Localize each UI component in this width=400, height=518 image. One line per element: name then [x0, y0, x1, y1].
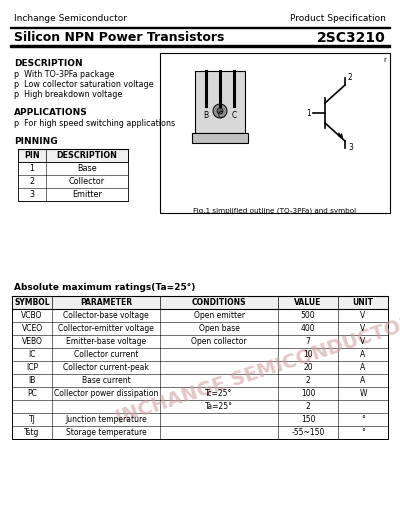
- Text: DESCRIPTION: DESCRIPTION: [56, 151, 118, 160]
- Text: °: °: [361, 428, 365, 437]
- Text: 150: 150: [301, 415, 315, 424]
- Text: Base current: Base current: [82, 376, 130, 385]
- Text: 10: 10: [303, 350, 313, 359]
- Text: Absolute maximum ratings(Ta=25°): Absolute maximum ratings(Ta=25°): [14, 283, 195, 292]
- Text: r: r: [383, 57, 386, 63]
- Text: Base: Base: [77, 164, 97, 173]
- Text: Ta=25°: Ta=25°: [205, 402, 233, 411]
- Text: -55~150: -55~150: [291, 428, 325, 437]
- Bar: [12, 296, 388, 439]
- Text: Open emitter: Open emitter: [194, 311, 244, 320]
- Text: Storage temperature: Storage temperature: [66, 428, 146, 437]
- Text: 3: 3: [30, 190, 34, 199]
- Text: CONDITIONS: CONDITIONS: [192, 298, 246, 307]
- Text: Emitter-base voltage: Emitter-base voltage: [66, 337, 146, 346]
- Text: Open base: Open base: [198, 324, 240, 333]
- Text: Collector-emitter voltage: Collector-emitter voltage: [58, 324, 154, 333]
- Text: C: C: [217, 111, 223, 120]
- Text: Junction temperature: Junction temperature: [65, 415, 147, 424]
- Text: Tc=25°: Tc=25°: [205, 389, 233, 398]
- Text: Emitter: Emitter: [72, 190, 102, 199]
- Text: PIN: PIN: [24, 151, 40, 160]
- Text: TJ: TJ: [28, 415, 36, 424]
- Circle shape: [213, 104, 227, 118]
- Text: 500: 500: [301, 311, 315, 320]
- Bar: [10, 45, 390, 47]
- Text: 2: 2: [306, 376, 310, 385]
- Text: PARAMETER: PARAMETER: [80, 298, 132, 307]
- Text: A: A: [360, 350, 366, 359]
- Bar: [160, 53, 390, 213]
- Text: IB: IB: [28, 376, 36, 385]
- Text: V: V: [360, 337, 366, 346]
- Text: UNIT: UNIT: [352, 298, 374, 307]
- Text: PINNING: PINNING: [14, 137, 58, 146]
- Text: V: V: [360, 311, 366, 320]
- Text: p  High breakdown voltage: p High breakdown voltage: [14, 90, 122, 99]
- Text: Collector current-peak: Collector current-peak: [63, 363, 149, 372]
- Text: DESCRIPTION: DESCRIPTION: [14, 59, 83, 68]
- Text: INCHANGE SEMICONDUCTOR: INCHANGE SEMICONDUCTOR: [113, 312, 400, 427]
- Text: Collector-base voltage: Collector-base voltage: [63, 311, 149, 320]
- Text: Fig.1 simplified outline (TO-3PFa) and symbol: Fig.1 simplified outline (TO-3PFa) and s…: [194, 207, 356, 213]
- Text: SYMBOL: SYMBOL: [14, 298, 50, 307]
- Text: Tstg: Tstg: [24, 428, 40, 437]
- Text: APPLICATIONS: APPLICATIONS: [14, 108, 88, 117]
- Text: C: C: [231, 111, 237, 120]
- Text: VEBO: VEBO: [22, 337, 42, 346]
- Text: 7: 7: [306, 337, 310, 346]
- Text: Silicon NPN Power Transistors: Silicon NPN Power Transistors: [14, 31, 224, 44]
- Text: 2: 2: [306, 402, 310, 411]
- Text: °: °: [361, 415, 365, 424]
- Bar: [12, 296, 388, 309]
- Bar: [192, 133, 248, 143]
- Text: Collector current: Collector current: [74, 350, 138, 359]
- Text: p  With TO-3PFa package: p With TO-3PFa package: [14, 70, 114, 79]
- Text: ICP: ICP: [26, 363, 38, 372]
- Text: 3: 3: [348, 143, 353, 152]
- Text: PC: PC: [27, 389, 37, 398]
- Text: IC: IC: [28, 350, 36, 359]
- Text: VCEO: VCEO: [22, 324, 42, 333]
- Text: B: B: [204, 111, 208, 120]
- Text: Product Specification: Product Specification: [290, 14, 386, 23]
- Circle shape: [217, 108, 223, 114]
- Text: 1: 1: [30, 164, 34, 173]
- Text: 2: 2: [30, 177, 34, 186]
- Text: 20: 20: [303, 363, 313, 372]
- Text: A: A: [360, 363, 366, 372]
- Text: 2: 2: [348, 74, 353, 82]
- Text: W: W: [359, 389, 367, 398]
- Text: Collector: Collector: [69, 177, 105, 186]
- Bar: [10, 27, 390, 28]
- Text: VCBO: VCBO: [21, 311, 43, 320]
- Text: V: V: [360, 324, 366, 333]
- Text: VALUE: VALUE: [294, 298, 322, 307]
- Text: Inchange Semiconductor: Inchange Semiconductor: [14, 14, 127, 23]
- Text: 100: 100: [301, 389, 315, 398]
- Text: A: A: [360, 376, 366, 385]
- Text: 400: 400: [301, 324, 315, 333]
- Text: Collector power dissipation: Collector power dissipation: [54, 389, 158, 398]
- Text: 1: 1: [306, 109, 311, 119]
- Bar: [195, 71, 245, 133]
- Text: p  For high speed switching applications: p For high speed switching applications: [14, 119, 175, 128]
- Bar: [18, 149, 128, 201]
- Bar: [18, 149, 128, 162]
- Text: 2SC3210: 2SC3210: [317, 31, 386, 45]
- Text: p  Low collector saturation voltage: p Low collector saturation voltage: [14, 80, 154, 89]
- Text: Open collector: Open collector: [191, 337, 247, 346]
